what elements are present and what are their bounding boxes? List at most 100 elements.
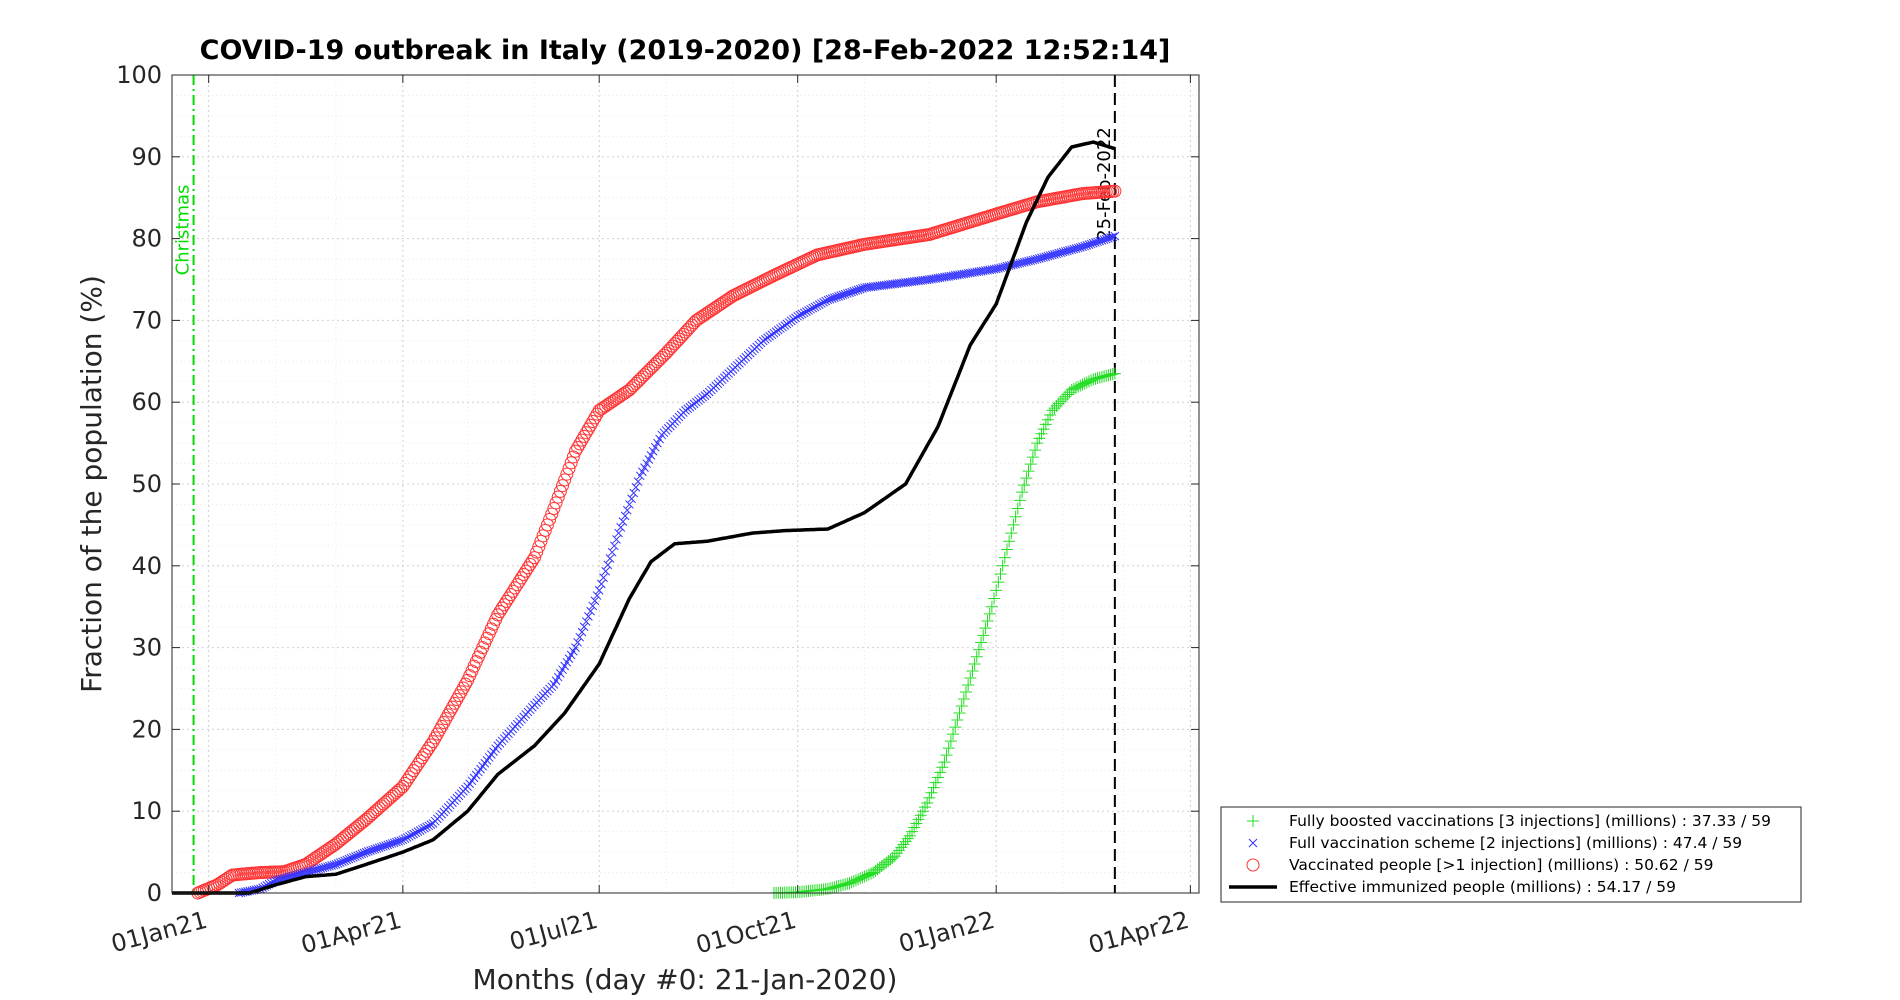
data-point — [400, 773, 414, 787]
data-point — [540, 518, 554, 532]
data-point — [661, 344, 675, 358]
data-point — [812, 301, 822, 311]
data-point — [333, 859, 343, 868]
data-point — [415, 826, 425, 835]
data-point — [495, 601, 509, 615]
data-point — [990, 584, 1003, 597]
data-point — [942, 742, 955, 755]
data-point — [629, 488, 639, 498]
data-point — [599, 573, 608, 582]
data-point — [1016, 486, 1029, 499]
data-point — [1031, 437, 1044, 450]
data-point — [581, 617, 591, 626]
data-point — [947, 728, 960, 741]
data-point — [949, 721, 962, 734]
data-point — [1009, 510, 1022, 523]
y-tick-label: 80 — [131, 225, 162, 253]
data-point — [579, 622, 589, 632]
data-point — [454, 685, 468, 699]
legend-item: Effective immunized people (millions) : … — [1229, 878, 1676, 896]
data-point — [592, 591, 602, 600]
data-point — [609, 541, 619, 551]
data-point — [392, 784, 406, 798]
data-point — [644, 455, 654, 464]
annotation-label: 25-Feb-2022 — [1094, 127, 1115, 241]
data-point — [603, 560, 613, 570]
data-point — [1041, 413, 1054, 426]
data-point — [1018, 479, 1031, 492]
data-point — [571, 441, 585, 455]
data-point — [346, 823, 360, 837]
data-point — [1106, 368, 1119, 381]
data-point — [1108, 232, 1118, 242]
legend-swatch — [1248, 838, 1258, 848]
data-point — [1024, 458, 1037, 471]
data-point — [618, 517, 628, 526]
x-axis-label: Months (day #0: 21-Jan-2020) — [473, 963, 898, 996]
data-point — [923, 791, 936, 804]
y-tick-label: 60 — [131, 388, 162, 416]
data-point — [1026, 451, 1039, 464]
data-point — [398, 835, 408, 845]
data-point — [1039, 418, 1052, 431]
y-tick-label: 30 — [131, 634, 162, 662]
series-0 — [767, 367, 1121, 899]
legend-label: Vaccinated people [>1 injection] (millio… — [1289, 856, 1713, 874]
data-point — [417, 824, 427, 834]
data-point — [819, 297, 828, 307]
annotations: Christmas 25-Feb-2022 — [173, 75, 1116, 893]
data-point — [351, 852, 360, 861]
data-point — [331, 860, 341, 869]
data-point — [612, 535, 621, 544]
data-point — [646, 451, 656, 460]
data-point — [953, 707, 966, 720]
data-point — [929, 776, 942, 789]
y-tick-label: 40 — [131, 552, 162, 580]
legend-item: Full vaccination scheme [2 injections] (… — [1248, 834, 1742, 852]
legend-item: Vaccinated people [>1 injection] (millio… — [1246, 856, 1713, 874]
data-point — [1029, 444, 1042, 457]
data-point — [1003, 535, 1016, 548]
data-point — [975, 636, 988, 649]
data-point — [398, 776, 412, 790]
data-point — [808, 303, 818, 313]
data-point — [655, 434, 664, 444]
data-point — [519, 564, 533, 578]
data-point — [560, 467, 574, 481]
data-point — [219, 872, 233, 886]
data-point — [1022, 465, 1035, 478]
data-point — [338, 830, 352, 844]
data-point — [962, 678, 975, 691]
data-point — [512, 574, 526, 588]
data-point — [821, 296, 831, 306]
data-point — [625, 500, 634, 509]
data-point — [799, 308, 809, 318]
data-point — [627, 494, 636, 504]
data-point — [499, 594, 513, 608]
data-point — [577, 429, 591, 443]
data-point — [594, 585, 604, 595]
data-point — [1033, 432, 1046, 445]
data-point — [670, 334, 684, 348]
data-point — [568, 444, 582, 458]
data-point — [901, 832, 914, 845]
legend-swatch — [1247, 815, 1259, 827]
data-point — [433, 723, 447, 737]
data-point — [663, 341, 677, 355]
data-point — [934, 766, 947, 779]
data-point — [940, 749, 953, 762]
y-tick-label: 0 — [147, 879, 162, 907]
data-point — [968, 657, 981, 670]
data-point — [445, 700, 459, 714]
data-point — [964, 671, 977, 684]
data-point — [936, 761, 949, 774]
data-point — [335, 858, 345, 867]
data-point — [640, 463, 649, 472]
data-point — [1044, 409, 1057, 422]
legend-box — [1220, 806, 1802, 903]
legend-label: Fully boosted vaccinations [3 injections… — [1289, 812, 1771, 830]
data-point — [353, 851, 362, 860]
data-point — [637, 467, 647, 477]
data-point — [972, 643, 985, 656]
